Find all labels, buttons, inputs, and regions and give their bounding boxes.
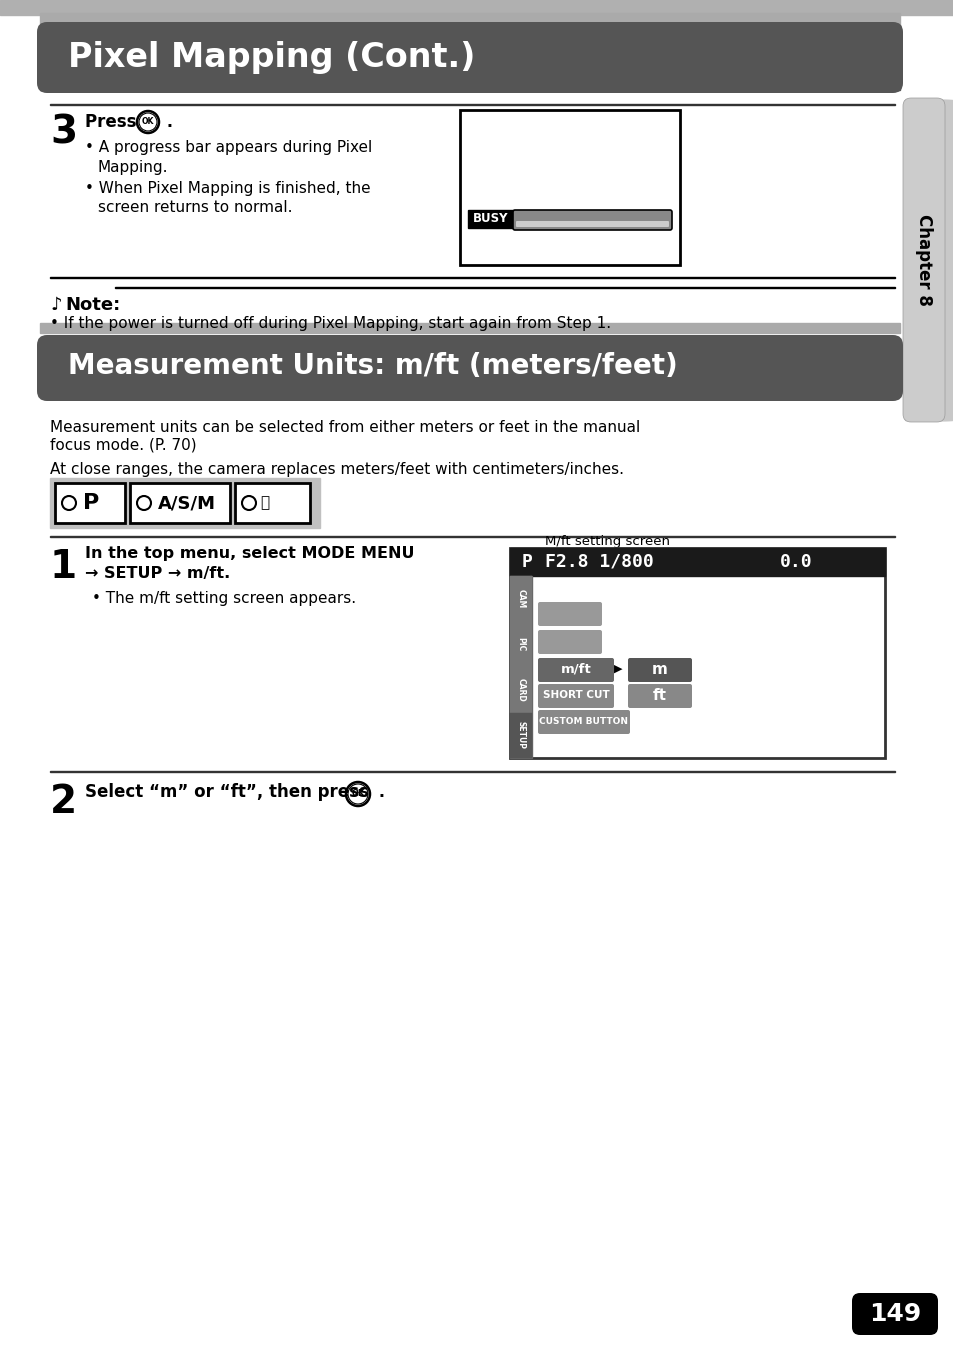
Bar (920, 100, 952, 420)
Bar (50, 770, 894, 773)
FancyBboxPatch shape (537, 709, 629, 734)
Bar (904, 100, 944, 420)
Text: Chapter 8: Chapter 8 (914, 214, 932, 306)
Bar (115, 287, 894, 288)
Text: SETUP: SETUP (516, 721, 525, 750)
Bar (459, 110, 679, 265)
Bar (130, 483, 230, 524)
Text: CAM: CAM (516, 590, 525, 608)
FancyBboxPatch shape (537, 602, 601, 626)
Text: 2: 2 (50, 783, 77, 821)
Text: 🎥: 🎥 (260, 495, 270, 510)
FancyBboxPatch shape (513, 210, 671, 230)
FancyBboxPatch shape (37, 335, 902, 401)
Bar (50, 536, 894, 537)
Text: m: m (652, 661, 667, 677)
Text: Press: Press (85, 113, 142, 131)
Text: ft: ft (652, 688, 666, 703)
Text: m/ft: m/ft (560, 662, 591, 676)
Bar (510, 576, 532, 758)
FancyBboxPatch shape (537, 658, 614, 682)
Text: BUSY: BUSY (473, 213, 508, 226)
Text: ▶: ▶ (613, 664, 621, 674)
Text: A/S/M: A/S/M (158, 494, 215, 511)
Bar (468, 210, 513, 227)
Text: • A progress bar appears during Pixel: • A progress bar appears during Pixel (85, 140, 372, 155)
Bar (50, 104, 894, 105)
Bar (0, 0, 953, 15)
FancyBboxPatch shape (537, 684, 614, 708)
Bar (40, 323, 899, 332)
Text: OK: OK (142, 117, 154, 127)
Text: P: P (83, 493, 99, 513)
Bar (40, 26, 899, 90)
FancyBboxPatch shape (902, 98, 944, 423)
Text: Measurement units can be selected from either meters or feet in the manual
focus: Measurement units can be selected from e… (50, 420, 639, 452)
Text: .: . (373, 783, 385, 801)
Bar (510, 668, 532, 712)
FancyBboxPatch shape (537, 630, 601, 654)
Bar (916, 100, 950, 420)
Text: OK: OK (351, 790, 364, 798)
FancyBboxPatch shape (627, 684, 691, 708)
Bar (50, 276, 894, 279)
Text: 3: 3 (50, 113, 77, 151)
Text: PIC: PIC (516, 637, 525, 651)
Text: P: P (521, 553, 533, 571)
Text: Mapping.: Mapping. (98, 160, 169, 175)
Text: 149: 149 (868, 1302, 921, 1326)
Text: → SETUP → m/ft.: → SETUP → m/ft. (85, 567, 230, 581)
Text: ♪: ♪ (50, 296, 61, 314)
Bar (510, 622, 532, 668)
Text: F2.8 1/800: F2.8 1/800 (544, 553, 653, 571)
Text: Select “m” or “ft”, then press: Select “m” or “ft”, then press (85, 783, 375, 801)
Text: screen returns to normal.: screen returns to normal. (98, 201, 293, 215)
Bar (510, 576, 532, 622)
Text: At close ranges, the camera replaces meters/feet with centimeters/inches.: At close ranges, the camera replaces met… (50, 462, 623, 476)
FancyBboxPatch shape (516, 221, 668, 227)
Text: SHORT CUT: SHORT CUT (542, 690, 609, 700)
Text: In the top menu, select MODE MENU: In the top menu, select MODE MENU (85, 546, 414, 561)
Text: • If the power is turned off during Pixel Mapping, start again from Step 1.: • If the power is turned off during Pixe… (50, 316, 611, 331)
Bar (908, 100, 946, 420)
FancyBboxPatch shape (37, 22, 902, 93)
Text: 1: 1 (50, 548, 77, 586)
Bar (50, 478, 319, 528)
Bar (40, 13, 899, 26)
FancyBboxPatch shape (627, 658, 691, 682)
Text: • When Pixel Mapping is finished, the: • When Pixel Mapping is finished, the (85, 180, 370, 197)
Text: .: . (161, 113, 172, 131)
FancyBboxPatch shape (851, 1294, 937, 1335)
Text: Pixel Mapping (Cont.): Pixel Mapping (Cont.) (68, 42, 475, 74)
Text: CARD: CARD (516, 678, 525, 701)
Bar (510, 548, 884, 758)
Bar (55, 483, 125, 524)
Bar (234, 483, 310, 524)
Text: 0.0: 0.0 (780, 553, 812, 571)
Text: Measurement Units: m/ft (meters/feet): Measurement Units: m/ft (meters/feet) (68, 353, 677, 380)
Text: M/ft setting screen: M/ft setting screen (544, 534, 669, 548)
Bar (510, 712, 532, 758)
Text: • The m/ft setting screen appears.: • The m/ft setting screen appears. (91, 591, 355, 606)
Bar (510, 548, 884, 576)
Bar (912, 100, 948, 420)
Text: CUSTOM BUTTON: CUSTOM BUTTON (539, 716, 628, 725)
Text: Note:: Note: (65, 296, 120, 314)
